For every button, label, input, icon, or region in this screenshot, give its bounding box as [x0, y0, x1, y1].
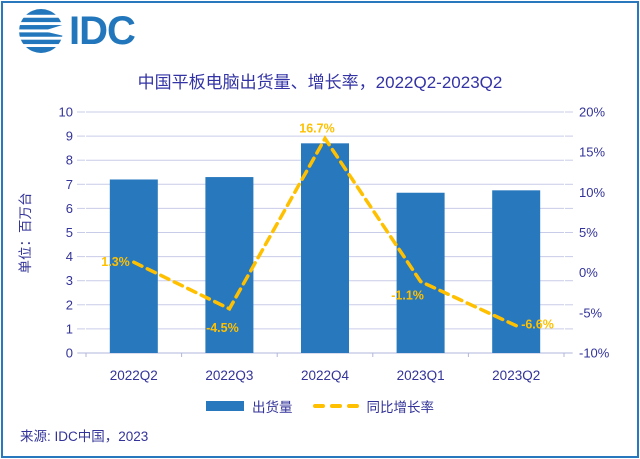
legend-label-growth: 同比增长率: [366, 400, 435, 415]
idc-globe-icon: [18, 9, 64, 53]
left-axis-label: 9: [66, 129, 73, 144]
right-axis-label: 20%: [579, 105, 605, 120]
bar-2022Q4: [301, 143, 349, 353]
right-axis-label: 5%: [579, 225, 598, 240]
left-axis-label: 3: [66, 273, 73, 288]
y-axis-title: 单位：百万台: [18, 193, 33, 274]
legend-item-shipments: 出货量: [206, 396, 293, 416]
dashed-line-swatch-icon: [312, 403, 359, 409]
chart-title: 中国平板电脑出货量、增长率，2022Q2-2023Q2: [137, 73, 503, 92]
growth-point-label: 1.3%: [101, 255, 130, 269]
bar-2022Q3: [205, 177, 254, 353]
logo-text: IDC: [69, 9, 136, 53]
x-axis-label: 2022Q4: [301, 368, 350, 383]
x-axis-label: 2023Q2: [492, 368, 540, 383]
growth-line: [132, 135, 518, 328]
source-text: 来源: IDC中国，2023: [20, 429, 149, 444]
left-axis-label: 4: [66, 249, 73, 264]
left-axis-label: 5: [66, 225, 73, 240]
right-axis-label: -10%: [579, 346, 610, 361]
chart-legend: 出货量 同比增长率: [0, 393, 640, 419]
bar-2023Q1: [396, 192, 445, 353]
left-axis-label: 1: [66, 321, 73, 336]
legend-label-shipments: 出货量: [252, 400, 293, 415]
left-axis-label: 10: [59, 105, 73, 120]
growth-point-label: -1.1%: [391, 289, 424, 303]
right-axis-label: -5%: [579, 305, 603, 320]
right-axis-label: 0%: [579, 265, 598, 280]
bar-swatch-icon: [206, 401, 244, 411]
x-axis-label: 2023Q1: [397, 368, 445, 383]
growth-point-label: -4.5%: [206, 321, 239, 335]
right-axis-label: 10%: [579, 185, 605, 200]
x-axis-label: 2022Q2: [110, 368, 158, 383]
left-axis-label: 0: [66, 346, 73, 361]
idc-logo: IDC: [18, 8, 136, 54]
x-axis-label: 2022Q3: [205, 368, 253, 383]
growth-point-label: 16.7%: [299, 122, 334, 136]
right-axis-label: 15%: [579, 145, 605, 160]
left-axis-label: 7: [66, 177, 73, 192]
growth-point-label: -6.6%: [521, 318, 554, 332]
left-axis-label: 8: [66, 153, 73, 168]
bar-2022Q2: [109, 179, 158, 353]
left-axis-label: 2: [66, 297, 73, 312]
legend-item-growth: 同比增长率: [312, 396, 435, 416]
left-axis-label: 6: [66, 201, 73, 216]
